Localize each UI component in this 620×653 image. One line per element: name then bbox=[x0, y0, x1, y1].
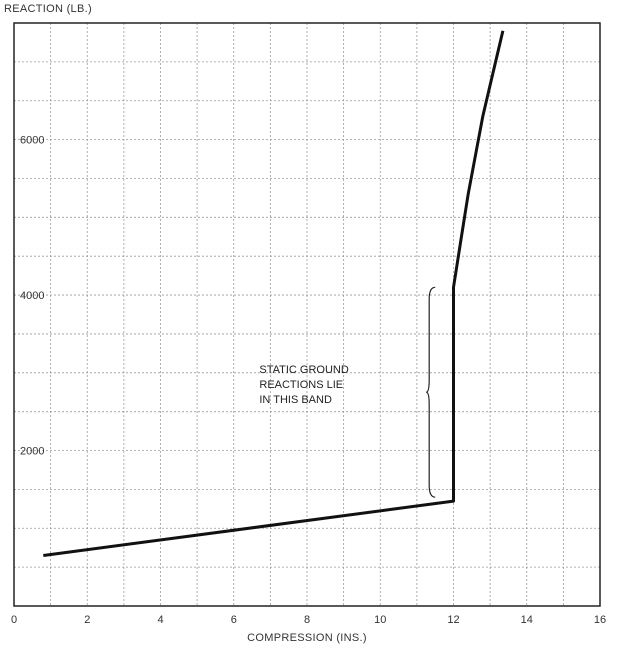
plot-frame bbox=[13, 22, 601, 607]
annotation-line: IN THIS BAND bbox=[259, 394, 332, 406]
grid-lines bbox=[14, 23, 600, 606]
x-tick-label: 2 bbox=[84, 614, 90, 626]
y-axis-title: REACTION (LB.) bbox=[4, 3, 92, 15]
x-axis-title: COMPRESSION (INS.) bbox=[247, 632, 367, 644]
y-tick-label: 6000 bbox=[20, 135, 44, 147]
x-tick-label: 6 bbox=[231, 614, 237, 626]
x-tick-label: 8 bbox=[304, 614, 310, 626]
y-tick-label: 2000 bbox=[20, 446, 44, 458]
band-annotation: STATIC GROUND REACTIONS LIE IN THIS BAND bbox=[259, 364, 348, 406]
x-tick-label: 12 bbox=[447, 614, 459, 626]
x-tick-label: 10 bbox=[374, 614, 386, 626]
y-tick-labels: 2000 4000 6000 bbox=[20, 135, 44, 458]
annotation-line: REACTIONS LIE bbox=[259, 379, 343, 391]
reaction-curve bbox=[43, 30, 505, 557]
annotation-line: STATIC GROUND bbox=[259, 364, 348, 376]
y-tick-label: 4000 bbox=[20, 290, 44, 302]
x-tick-labels: 0 2 4 6 8 10 12 14 16 bbox=[11, 614, 606, 626]
x-tick-label: 0 bbox=[11, 614, 17, 626]
x-tick-label: 4 bbox=[157, 614, 163, 626]
x-tick-label: 14 bbox=[521, 614, 533, 626]
band-brace bbox=[426, 286, 436, 498]
x-tick-label: 16 bbox=[594, 614, 606, 626]
